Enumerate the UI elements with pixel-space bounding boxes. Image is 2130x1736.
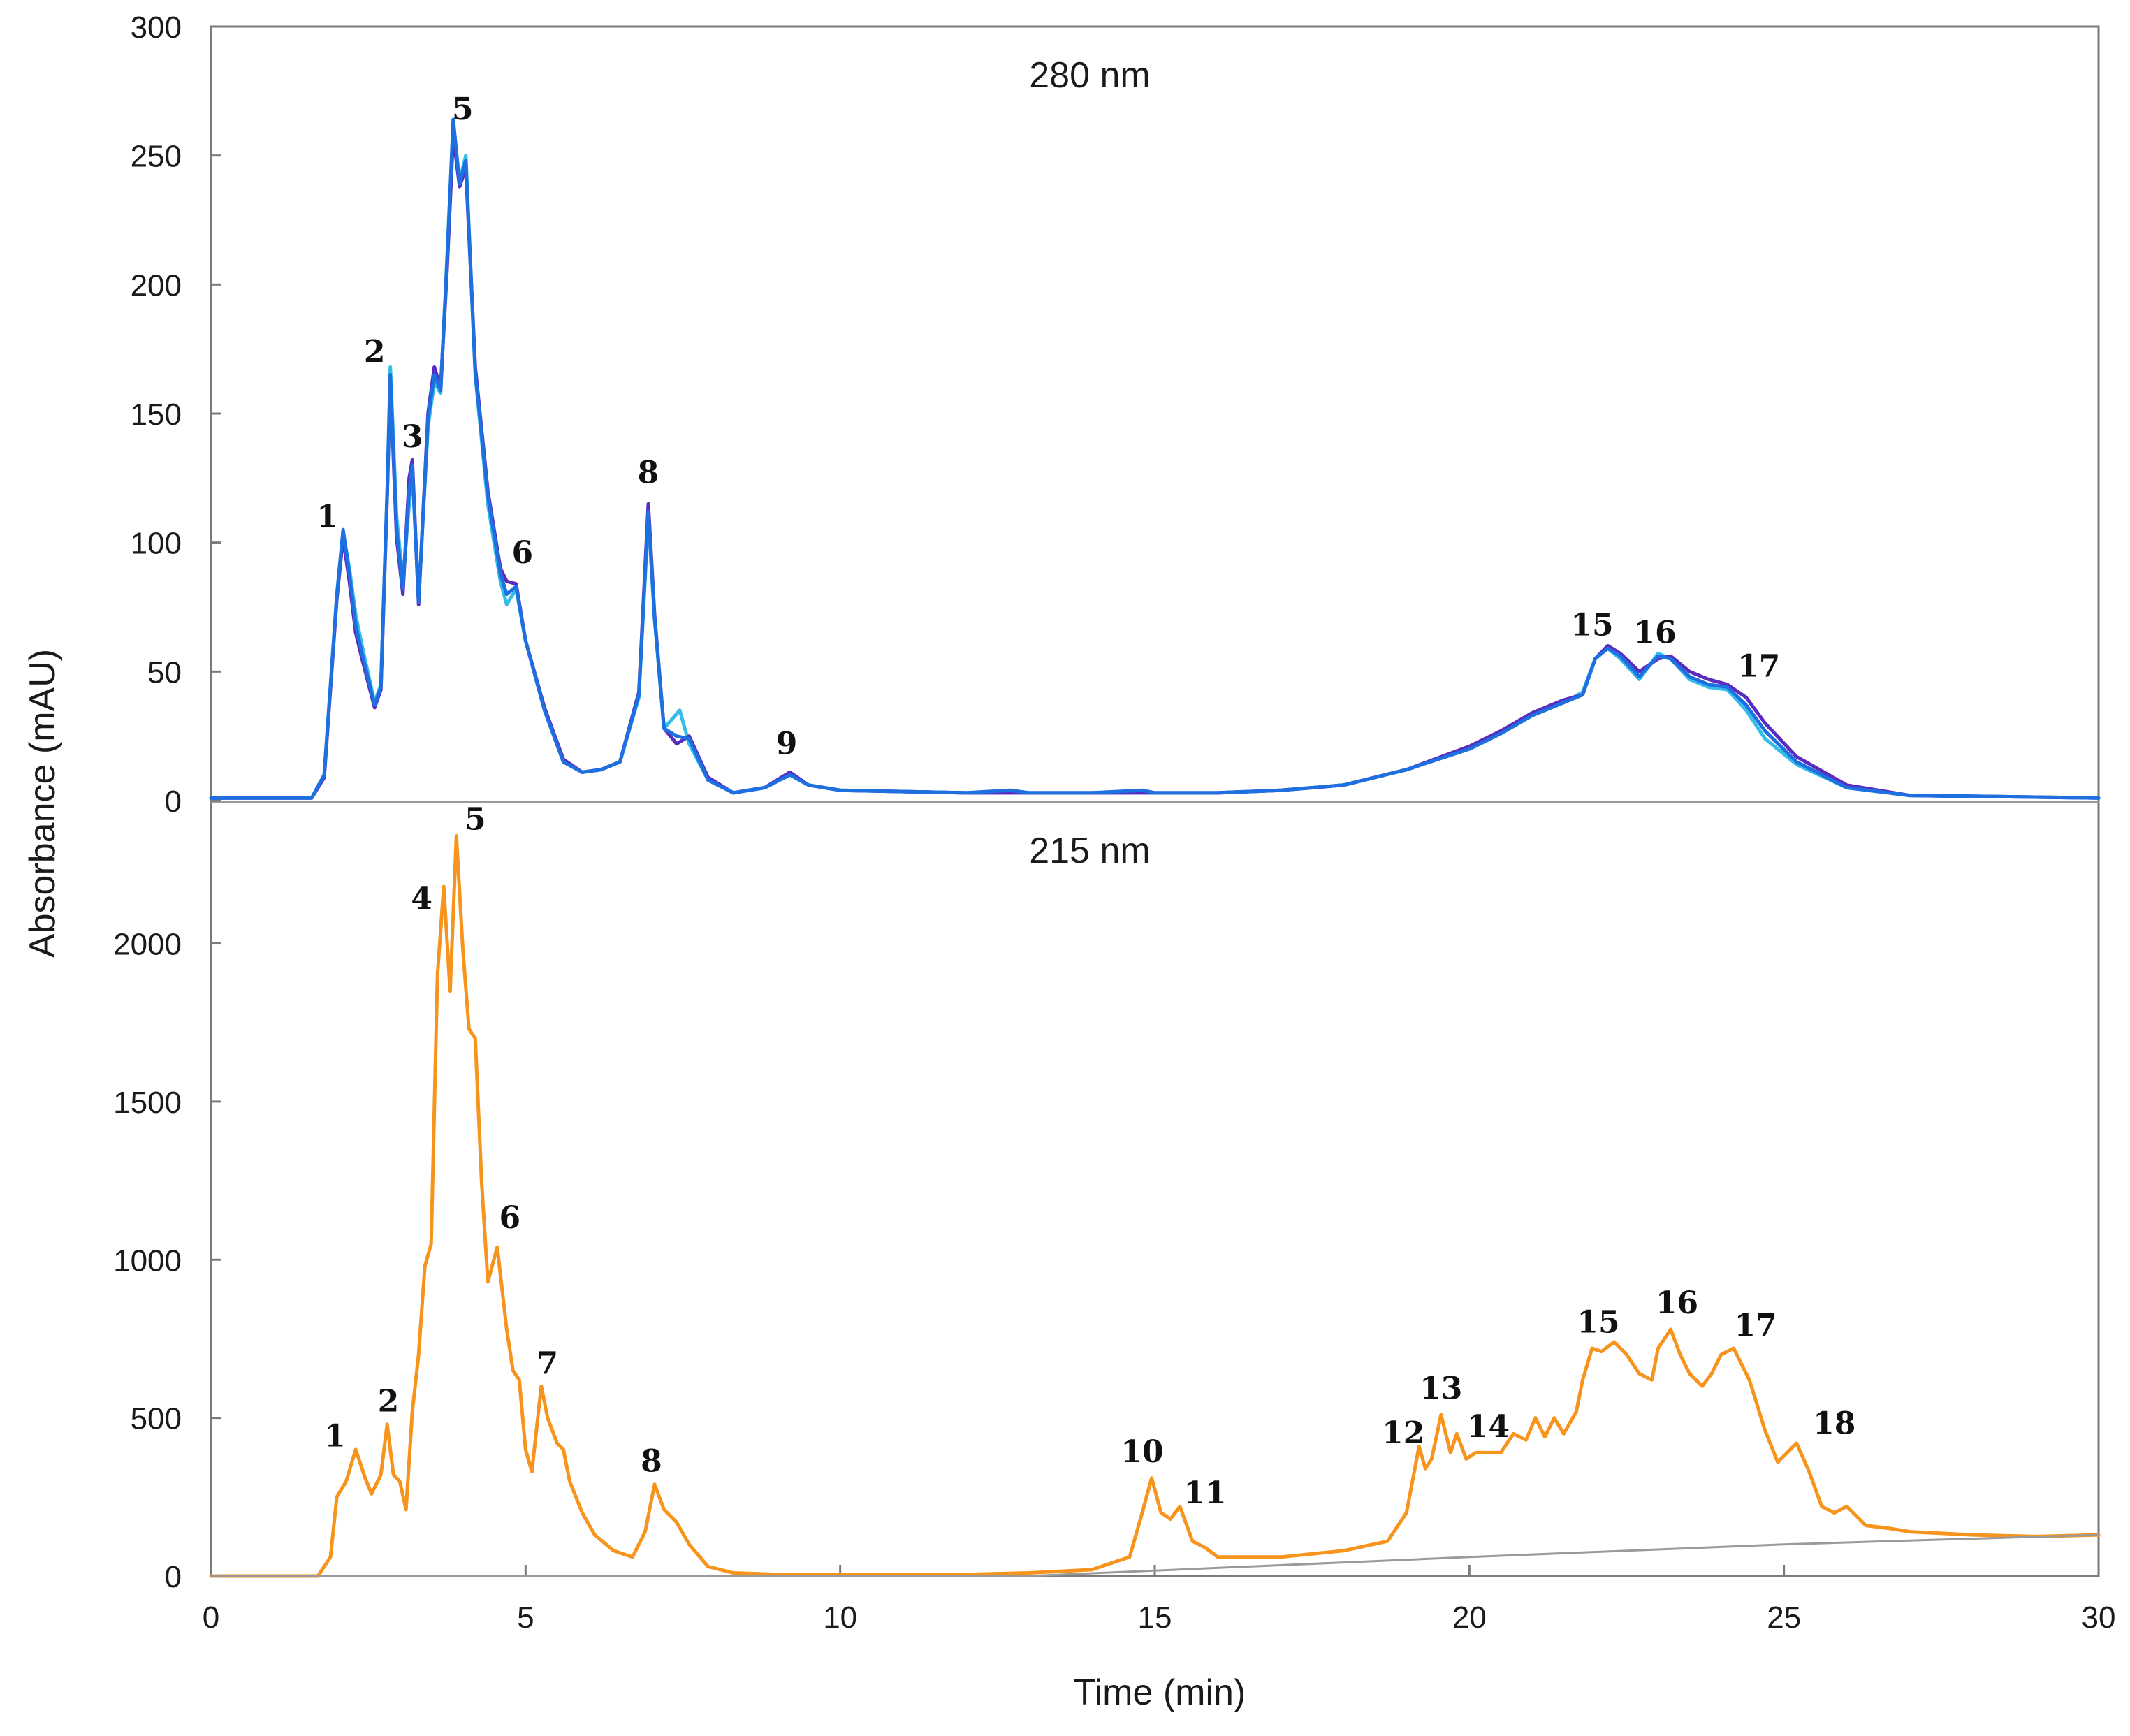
x-tick-label: 0 xyxy=(203,1600,219,1635)
peak-label: 1 xyxy=(324,1418,346,1454)
y-tick-label: 200 xyxy=(131,268,182,302)
peak-label: 10 xyxy=(1121,1434,1163,1470)
peak-label: 13 xyxy=(1420,1371,1462,1406)
peak-label: 18 xyxy=(1813,1406,1855,1441)
series-trace-light-blue xyxy=(209,122,2101,800)
peak-label: 7 xyxy=(537,1345,559,1381)
y-tick-label: 100 xyxy=(131,527,182,561)
panel-title-280: 280 nm xyxy=(1029,55,1150,96)
peak-label: 5 xyxy=(452,92,474,127)
peak-label: 14 xyxy=(1467,1409,1510,1445)
peak-label: 11 xyxy=(1183,1475,1226,1511)
peak-label: 6 xyxy=(512,535,534,571)
series-trace-blue xyxy=(209,117,2101,800)
peak-label: 16 xyxy=(1633,615,1676,651)
peak-label: 5 xyxy=(465,802,486,838)
y-tick-label: 0 xyxy=(165,1560,182,1594)
x-tick-label: 15 xyxy=(1138,1600,1172,1635)
x-tick-label: 20 xyxy=(1452,1600,1487,1635)
y-tick-label: 500 xyxy=(131,1402,182,1436)
peak-label: 1 xyxy=(316,499,338,535)
series-trace-orange xyxy=(209,834,2101,1578)
y-tick-label: 300 xyxy=(131,10,182,45)
y-tick-label: 150 xyxy=(131,397,182,432)
peak-label: 2 xyxy=(378,1384,400,1420)
panel-title-215: 215 nm xyxy=(1029,831,1150,871)
series-baseline-gray xyxy=(210,1533,2100,1577)
y-tick-label: 250 xyxy=(131,140,182,174)
peak-label: 8 xyxy=(638,455,659,491)
peak-label: 17 xyxy=(1735,1308,1777,1343)
y-tick-label: 0 xyxy=(165,785,182,819)
peak-label: 3 xyxy=(402,419,423,455)
peak-label: 6 xyxy=(499,1200,521,1236)
x-tick-label: 25 xyxy=(1767,1600,1801,1635)
peak-label: 15 xyxy=(1577,1304,1619,1340)
peak-label: 9 xyxy=(776,727,798,762)
y-tick-label: 1000 xyxy=(113,1243,182,1278)
peak-label: 17 xyxy=(1737,649,1780,685)
y-tick-label: 50 xyxy=(147,655,182,690)
peak-label: 12 xyxy=(1382,1415,1424,1451)
y-tick-label: 2000 xyxy=(113,928,182,962)
y-tick-label: 1500 xyxy=(113,1086,182,1120)
panel-280nm: 0 50 100 150 200 250 300 1 2 3 5 6 8 9 15 16 17 xyxy=(131,10,2101,819)
peak-label: 8 xyxy=(641,1444,662,1480)
peak-label: 2 xyxy=(364,334,386,370)
peak-label: 16 xyxy=(1656,1285,1698,1321)
x-tick-label: 5 xyxy=(517,1600,534,1635)
peak-label: 4 xyxy=(411,881,432,917)
x-tick-label: 10 xyxy=(823,1600,857,1635)
y-axis-title: Absorbance (mAU) xyxy=(22,649,63,958)
x-tick-label: 30 xyxy=(2082,1600,2116,1635)
series-trace-purple xyxy=(209,133,2101,800)
x-axis-title: Time (min) xyxy=(1074,1672,1246,1713)
peak-label: 15 xyxy=(1570,608,1613,643)
